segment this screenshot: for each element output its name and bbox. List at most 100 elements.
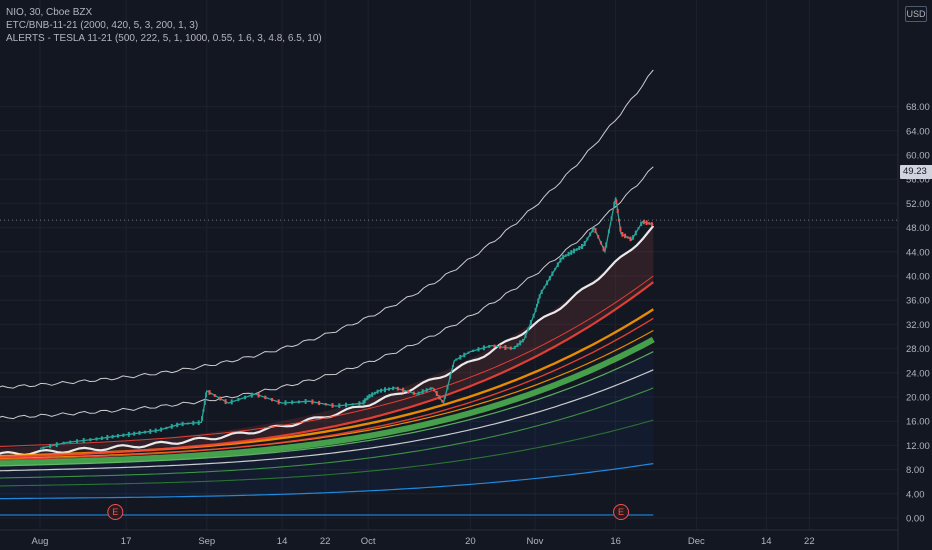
x-tick-label: Sep: [198, 536, 215, 547]
price-candle: [417, 391, 420, 395]
price-candle: [648, 222, 651, 225]
price-candle: [586, 237, 589, 241]
price-candle: [384, 387, 386, 393]
y-tick-label: 8.00: [906, 465, 925, 476]
price-candle: [564, 254, 567, 257]
currency-badge[interactable]: USD: [905, 6, 927, 22]
price-candle: [632, 235, 635, 240]
price-candle: [100, 436, 103, 440]
indicator-line: [0, 387, 654, 479]
earnings-marker-label: E: [112, 507, 118, 517]
symbol-title[interactable]: NIO, 30, Cboe BZX: [6, 7, 93, 18]
price-candle: [567, 251, 570, 257]
price-candle: [634, 230, 637, 236]
price-candle: [407, 389, 410, 394]
x-tick-label: 17: [121, 536, 132, 547]
price-candle: [573, 248, 575, 254]
time-axis[interactable]: Aug 17 Sep 14 22 Oct 20 Nov 16 Dec 14 22: [32, 536, 815, 547]
y-tick-label: 36.00: [906, 296, 930, 307]
indicator-line: [0, 166, 654, 420]
price-candle: [509, 346, 512, 350]
price-candle: [624, 233, 627, 239]
y-tick-label: 48.00: [906, 223, 930, 234]
price-candle: [637, 227, 640, 230]
price-candle: [412, 391, 415, 395]
price-axis[interactable]: 68.00 64.00 60.00 56.00 52.00 48.00 44.00 40.00…: [906, 102, 930, 524]
last-price-label: 49.23: [900, 165, 932, 179]
y-tick-label: 60.00: [906, 151, 930, 162]
y-tick-label: 24.00: [906, 368, 930, 379]
price-candle: [138, 430, 141, 435]
price-candle: [610, 216, 613, 220]
price-candle: [554, 268, 557, 271]
price-candle: [551, 271, 554, 276]
price-candle: [438, 395, 441, 400]
red-band-fill: [0, 227, 654, 458]
price-candle: [615, 199, 618, 205]
price-candle: [467, 351, 470, 354]
price-candle: [271, 398, 273, 402]
price-candle: [366, 395, 369, 400]
earnings-marker[interactable]: E: [107, 504, 124, 520]
price-candle: [504, 345, 507, 350]
price-candle: [338, 403, 341, 408]
price-candle: [351, 403, 354, 406]
price-candle: [331, 403, 334, 408]
indicator-etc-bnb[interactable]: ETC/BNB-11-21 (2000, 420, 5, 3, 200, 1, …: [6, 20, 199, 31]
price-candle: [160, 427, 163, 432]
price-candle: [213, 394, 216, 397]
price-candle: [345, 402, 347, 408]
price-candle: [538, 294, 541, 299]
price-candle: [55, 442, 58, 448]
price-candle: [443, 396, 446, 399]
price-candle: [570, 250, 573, 255]
price-candle: [421, 389, 424, 395]
price-candle: [546, 280, 549, 286]
price-candle: [621, 232, 624, 237]
indicator-lines: [0, 69, 655, 516]
earnings-marker[interactable]: E: [613, 504, 630, 520]
price-candle: [527, 327, 530, 331]
price-candle: [594, 228, 597, 234]
price-candle: [170, 424, 173, 429]
price-candle: [311, 399, 314, 405]
price-candle: [499, 344, 501, 349]
x-tick-label: 22: [804, 536, 815, 547]
x-tick-label: Aug: [32, 536, 49, 547]
price-candle: [591, 227, 594, 233]
price-candle: [488, 345, 491, 348]
price-candle: [477, 347, 480, 352]
price-candle: [543, 286, 546, 289]
y-tick-label: 64.00: [906, 126, 930, 137]
price-candle: [619, 226, 622, 232]
price-candle: [640, 221, 643, 226]
price-candle: [186, 422, 189, 425]
price-candle: [237, 398, 240, 402]
price-candle: [556, 262, 559, 267]
price-candle: [575, 248, 578, 251]
price-candle: [392, 386, 395, 391]
indicator-line: [0, 329, 654, 460]
price-candle: [149, 429, 152, 434]
indicator-line: [0, 369, 654, 472]
indicator-alerts-tesla[interactable]: ALERTS - TESLA 11-21 (500, 222, 5, 1, 10…: [6, 33, 322, 44]
price-candle: [197, 420, 200, 425]
x-tick-label: 14: [761, 536, 772, 547]
price-candle: [277, 399, 280, 405]
price-candle: [380, 388, 382, 393]
price-candle: [82, 438, 85, 443]
price-candle: [513, 345, 516, 350]
earnings-marker-label: E: [618, 507, 624, 517]
price-candle: [363, 398, 366, 404]
price-candle: [463, 352, 466, 358]
price-candle: [589, 232, 592, 237]
y-tick-label: 68.00: [906, 102, 930, 113]
price-candle: [425, 388, 428, 393]
price-candle: [371, 392, 374, 398]
price-candle: [324, 403, 327, 406]
price-candle: [493, 344, 496, 348]
price-candle: [449, 374, 452, 379]
price-candle: [133, 431, 136, 436]
